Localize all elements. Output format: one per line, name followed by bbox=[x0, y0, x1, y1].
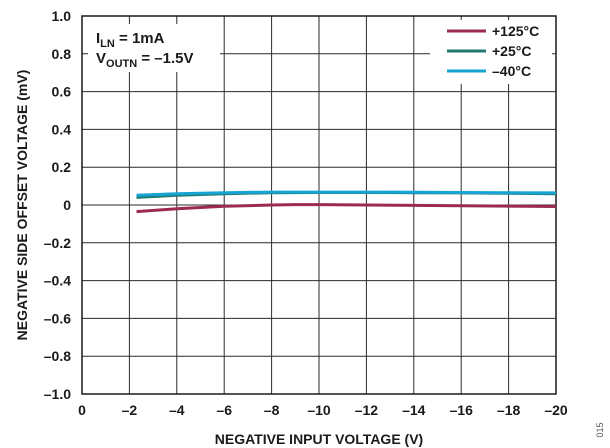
y-tick-label: –0.6 bbox=[44, 310, 71, 326]
y-tick-label: –1.0 bbox=[44, 386, 71, 402]
series-line bbox=[136, 190, 557, 197]
y-tick-label: –0.8 bbox=[44, 348, 71, 364]
figure-id: 015 bbox=[595, 422, 605, 437]
x-tick-label: –18 bbox=[497, 402, 521, 418]
series-line bbox=[136, 203, 557, 214]
x-tick-label: –8 bbox=[264, 402, 280, 418]
y-tick-labels: 1.0 0.8 0.6 0.4 0.2 0 –0.2 –0.4 –0.6 –0.8 –1.0 bbox=[44, 8, 71, 402]
x-tick-label: –4 bbox=[169, 402, 185, 418]
condition-voltage: VOUTN = –1.5V bbox=[96, 50, 193, 70]
y-tick-label: 0.2 bbox=[52, 159, 72, 175]
conditions-annotation: ILN = 1mA VOUTN = –1.5V bbox=[88, 24, 220, 72]
y-tick-label: 0.6 bbox=[52, 84, 72, 100]
y-axis-title: NEGATIVE SIDE OFFSET VOLTAGE (mV) bbox=[14, 70, 30, 341]
y-tick-label: 1.0 bbox=[52, 8, 72, 24]
legend-label: –40°C bbox=[492, 63, 531, 79]
x-tick-label: –6 bbox=[216, 402, 232, 418]
legend-label: +25°C bbox=[492, 43, 531, 59]
y-tick-label: 0.4 bbox=[52, 121, 72, 137]
conditions-box bbox=[88, 24, 220, 72]
series-layer bbox=[136, 190, 557, 214]
y-tick-label: –0.2 bbox=[44, 235, 71, 251]
x-tick-label: –14 bbox=[402, 402, 426, 418]
x-tick-label: –12 bbox=[355, 402, 379, 418]
y-tick-label: 0.8 bbox=[52, 46, 72, 62]
condition-current: ILN = 1mA bbox=[96, 30, 165, 50]
legend: +125°C +25°C –40°C bbox=[430, 20, 552, 84]
y-tick-label: –0.4 bbox=[44, 273, 71, 289]
x-axis-title: NEGATIVE INPUT VOLTAGE (V) bbox=[215, 431, 423, 447]
legend-label: +125°C bbox=[492, 23, 539, 39]
y-tick-label: 0 bbox=[63, 197, 71, 213]
x-tick-label: 0 bbox=[78, 402, 86, 418]
x-tick-label: –16 bbox=[450, 402, 474, 418]
x-tick-labels: 0 –2 –4 –6 –8 –10 –12 –14 –16 –18 –20 bbox=[78, 402, 568, 418]
x-tick-label: –10 bbox=[307, 402, 331, 418]
x-tick-label: –2 bbox=[122, 402, 138, 418]
x-tick-label: –20 bbox=[544, 402, 568, 418]
